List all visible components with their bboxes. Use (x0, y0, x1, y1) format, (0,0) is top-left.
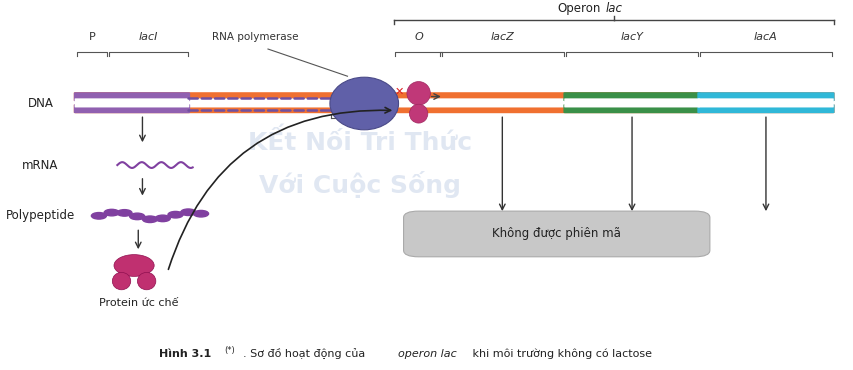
Text: khi môi trường không có lactose: khi môi trường không có lactose (468, 349, 651, 359)
Ellipse shape (406, 81, 430, 105)
Circle shape (155, 215, 170, 222)
Text: Với Cuộc Sống: Với Cuộc Sống (258, 172, 461, 198)
FancyBboxPatch shape (73, 92, 833, 101)
Text: DNA: DNA (27, 97, 53, 110)
FancyBboxPatch shape (74, 98, 189, 107)
Circle shape (91, 212, 107, 219)
Ellipse shape (113, 255, 154, 276)
Text: Operon: Operon (557, 1, 601, 14)
FancyBboxPatch shape (403, 211, 709, 257)
Text: operon lac: operon lac (397, 349, 456, 359)
Text: ✕: ✕ (394, 87, 403, 97)
Ellipse shape (329, 77, 398, 130)
Text: lacI: lacI (138, 32, 158, 42)
Text: Protein ức chế: Protein ức chế (98, 298, 177, 308)
Ellipse shape (137, 272, 155, 290)
FancyBboxPatch shape (74, 98, 833, 107)
Text: O: O (414, 32, 422, 42)
Circle shape (181, 209, 195, 215)
FancyBboxPatch shape (563, 92, 699, 101)
Text: lac: lac (605, 1, 622, 14)
Text: Polypeptide: Polypeptide (6, 209, 75, 222)
Text: lacA: lacA (753, 32, 777, 42)
Circle shape (104, 209, 119, 216)
Circle shape (168, 211, 183, 218)
Text: (*): (*) (224, 346, 235, 355)
Text: Không được phiên mã: Không được phiên mã (491, 228, 620, 240)
FancyBboxPatch shape (698, 98, 833, 107)
Circle shape (194, 211, 208, 217)
Text: P: P (357, 122, 364, 132)
Text: P: P (89, 32, 96, 42)
Text: RNA polymerase: RNA polymerase (212, 32, 299, 42)
FancyBboxPatch shape (564, 98, 699, 107)
FancyBboxPatch shape (73, 104, 833, 113)
FancyBboxPatch shape (697, 92, 833, 101)
Ellipse shape (113, 272, 131, 290)
Text: lacZ: lacZ (490, 32, 514, 42)
Text: . Sơ đồ hoạt động của: . Sơ đồ hoạt động của (242, 348, 368, 359)
Text: lacY: lacY (620, 32, 642, 42)
FancyBboxPatch shape (73, 92, 190, 101)
Ellipse shape (409, 104, 427, 123)
Text: KẾt Nối Tri Thức: KẾt Nối Tri Thức (247, 128, 472, 155)
Text: Hình 3.1: Hình 3.1 (159, 349, 212, 359)
Circle shape (117, 210, 132, 216)
Circle shape (130, 213, 144, 220)
FancyBboxPatch shape (697, 104, 833, 113)
Circle shape (142, 216, 157, 222)
Text: mRNA: mRNA (22, 159, 59, 172)
FancyBboxPatch shape (563, 104, 699, 113)
FancyBboxPatch shape (73, 104, 190, 113)
